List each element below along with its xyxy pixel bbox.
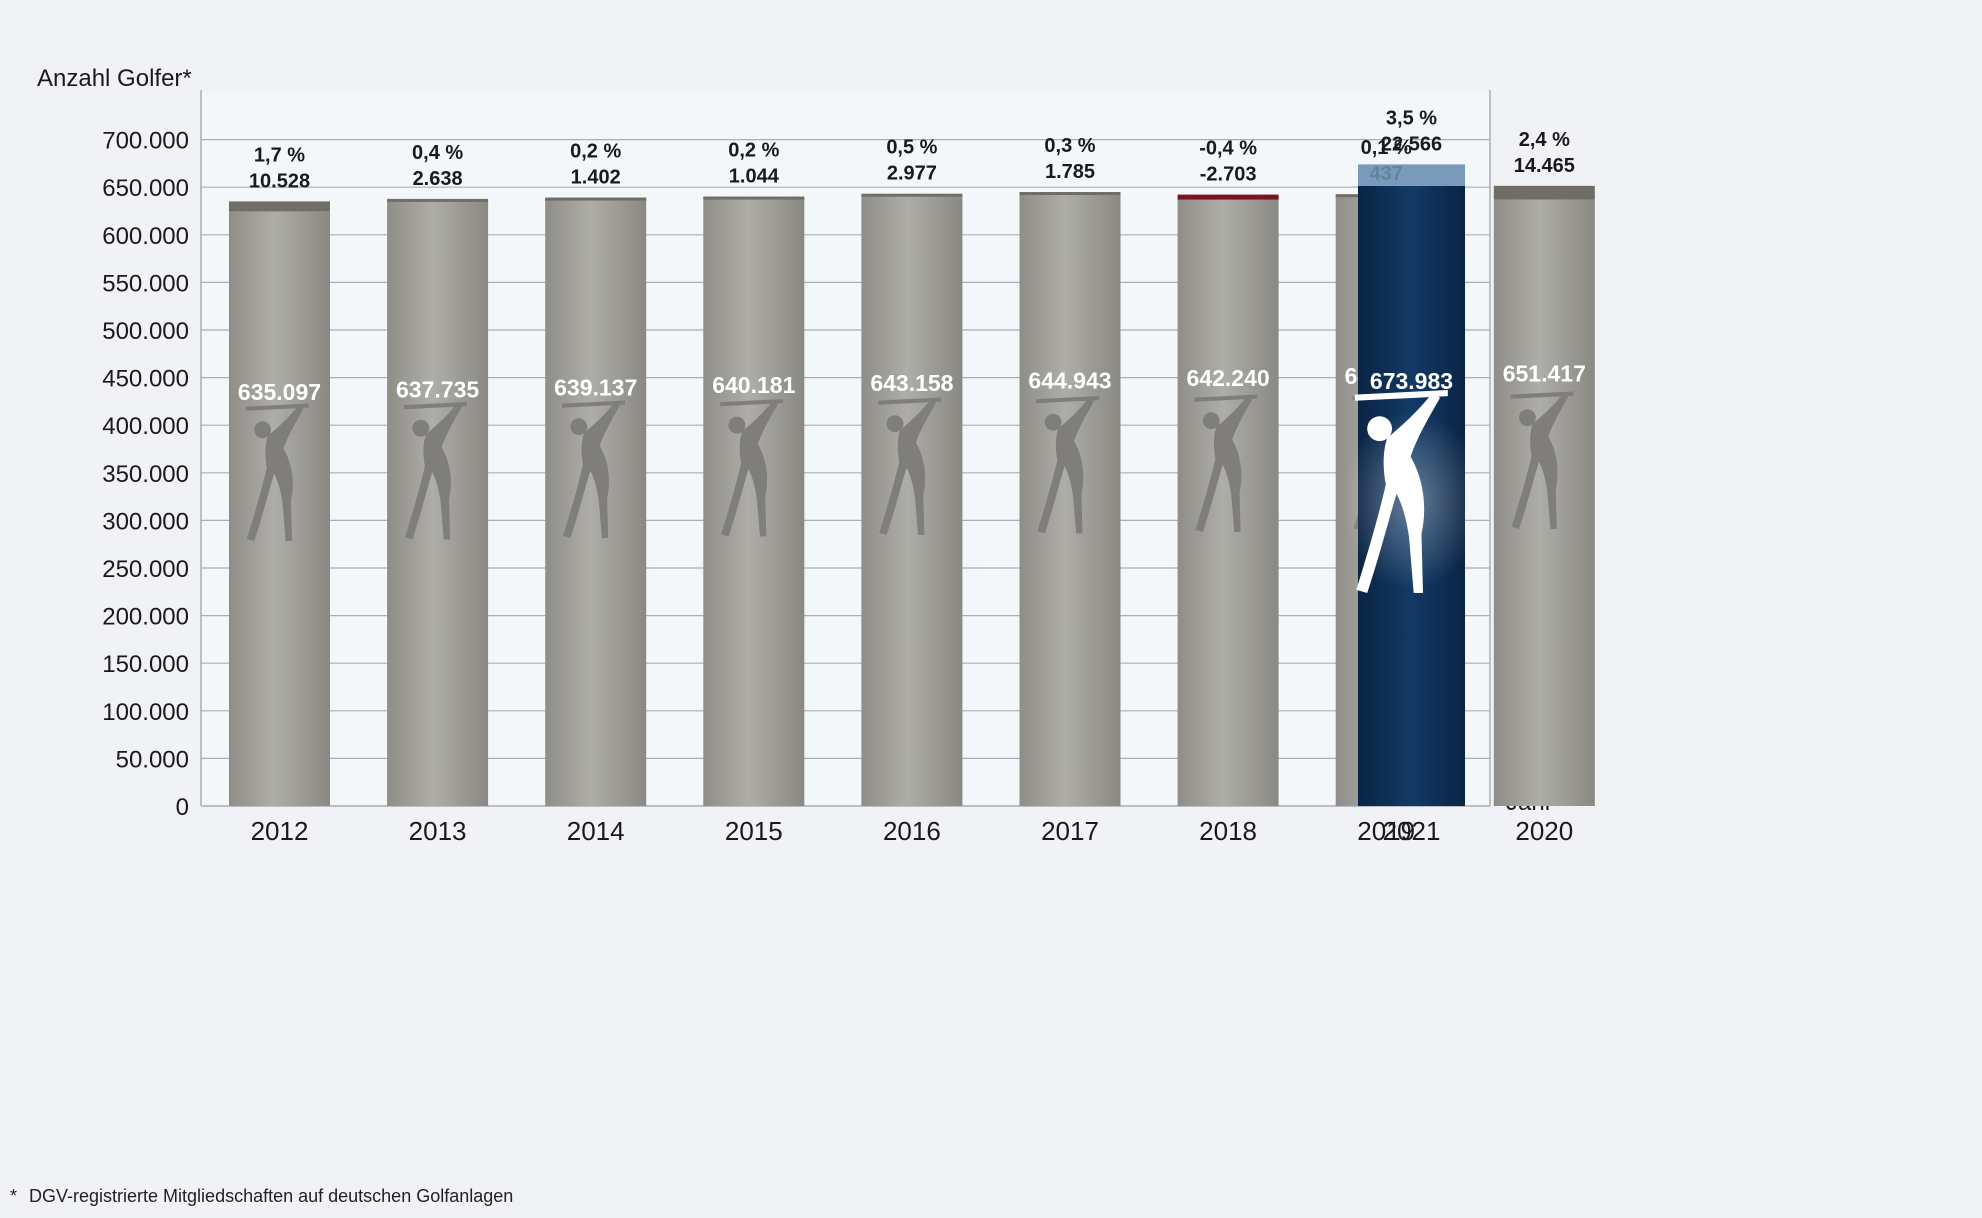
bar-change-segment — [229, 201, 330, 212]
bar-change-absolute-label: 2.638 — [413, 168, 463, 190]
y-axis-title: Anzahl Golfer* — [37, 65, 192, 92]
bar-change-absolute-label: 1.044 — [729, 166, 780, 188]
y-tick-label: 400.000 — [102, 413, 189, 440]
bar-change-segment — [703, 196, 805, 200]
y-tick-label: 450.000 — [102, 366, 189, 393]
bar-group-2016: 643.158 0,5 % 2.977 2016 — [861, 137, 963, 846]
bar — [1493, 199, 1595, 806]
bar — [229, 211, 330, 807]
y-tick-label: 700.000 — [102, 128, 189, 155]
bar-change-segment — [861, 193, 963, 197]
bar-change-segment — [545, 197, 647, 201]
bar-value-label: 637.735 — [396, 377, 479, 403]
bar-change-percent-label: 1,7 % — [254, 144, 305, 166]
bar-change-percent-label: 0,1 % — [1361, 137, 1412, 159]
bar-change-absolute-label: 1.402 — [571, 167, 621, 189]
y-tick-labels: 0 50.000 100.000 150.000 200.000 250.000 300.0… — [102, 128, 189, 821]
bar-change-segment — [1493, 185, 1595, 200]
x-tick-label: 2018 — [1199, 816, 1257, 846]
y-tick-label: 300.000 — [102, 508, 189, 535]
footnote-marker: * — [10, 1186, 18, 1206]
x-tick-label: 2017 — [1041, 816, 1099, 846]
bar-change-segment — [1019, 192, 1121, 196]
bar-value-label: 643.158 — [870, 370, 953, 396]
x-tick-label: 2015 — [725, 816, 783, 846]
y-tick-label: 500.000 — [102, 318, 189, 345]
bar-group-2015: 640.181 0,2 % 1.044 2015 — [703, 140, 805, 846]
bar-group-2021: 673.983 3,5 % 22.566 2021 — [1341, 107, 1482, 846]
bar-change-absolute-label: 2.977 — [887, 163, 937, 185]
bar-change-segment — [1358, 164, 1465, 186]
bar-change-percent-label: 0,5 % — [886, 137, 937, 159]
bar — [545, 198, 647, 806]
x-tick-label: 2020 — [1515, 816, 1573, 846]
bar — [387, 201, 489, 807]
bar-change-percent-label: 0,2 % — [728, 140, 779, 162]
bar — [1177, 198, 1279, 806]
bar-value-label: 640.181 — [712, 372, 795, 398]
y-tick-label: 650.000 — [102, 175, 189, 202]
bar — [861, 196, 963, 807]
y-tick-label: 600.000 — [102, 223, 189, 250]
bars: 635.097 1,7 % 10.528 2012 637.735 0,4 % 2.638 2… — [229, 107, 1595, 846]
bar-change-percent-label: 0,3 % — [1044, 135, 1095, 157]
bar-change-absolute-label: 22.566 — [1381, 133, 1442, 155]
bar-group-2013: 637.735 0,4 % 2.638 2013 — [387, 142, 489, 846]
bar-value-label: 673.983 — [1370, 368, 1453, 394]
y-tick-label: 250.000 — [102, 556, 189, 583]
y-tick-label: 200.000 — [102, 604, 189, 631]
bar-change-absolute-label: -2.703 — [1200, 164, 1257, 186]
bar-change-percent-label: 0,2 % — [570, 141, 621, 163]
bar-change-absolute-label: 1.785 — [1045, 161, 1095, 183]
x-tick-label: 2012 — [251, 816, 309, 846]
bar-change-absolute-label: 10.528 — [249, 170, 310, 192]
bar-group-2012: 635.097 1,7 % 10.528 2012 — [229, 144, 330, 846]
bar — [703, 197, 805, 807]
y-tick-label: 350.000 — [102, 461, 189, 488]
bar-change-segment — [387, 198, 489, 202]
bar — [1019, 193, 1121, 807]
bar-value-label: 639.137 — [554, 374, 637, 400]
bar-change-percent-label: 0,4 % — [412, 142, 463, 164]
bar-change-percent-label: -0,4 % — [1199, 138, 1257, 160]
x-tick-label: 2013 — [409, 816, 467, 846]
bar-group-2020: 651.417 2,4 % 14.465 2020 — [1493, 129, 1595, 846]
y-tick-label: 50.000 — [116, 746, 189, 773]
x-tick-label: 2014 — [567, 816, 625, 846]
x-tick-label: 2021 — [1383, 816, 1441, 846]
bar-change-absolute-label: 14.465 — [1514, 155, 1575, 177]
bar-value-label: 642.240 — [1187, 365, 1270, 391]
bar-group-2018: 642.240 -0,4 % -2.703 2018 — [1177, 138, 1279, 846]
x-tick-label: 2016 — [883, 816, 941, 846]
bar-value-label: 644.943 — [1028, 368, 1111, 394]
y-tick-label: 550.000 — [102, 270, 189, 297]
bar-group-2017: 644.943 0,3 % 1.785 2017 — [1019, 135, 1121, 846]
y-tick-label: 0 — [176, 794, 189, 821]
bar-change-percent-label: 3,5 % — [1386, 107, 1437, 129]
bar-value-label: 651.417 — [1503, 361, 1586, 387]
bar-value-label: 635.097 — [238, 379, 321, 405]
bar-group-2014: 639.137 0,2 % 1.402 2014 — [545, 141, 647, 846]
footnote-text: DGV-registrierte Mitgliedschaften auf de… — [29, 1186, 514, 1206]
y-tick-label: 150.000 — [102, 651, 189, 678]
bar-change-segment — [1177, 194, 1279, 200]
bar-change-percent-label: 2,4 % — [1519, 129, 1570, 151]
y-tick-label: 100.000 — [102, 699, 189, 726]
x-tick-label: 2019 — [1357, 816, 1415, 846]
footnote: * DGV-registrierte Mitgliedschaften auf d… — [10, 1186, 513, 1207]
